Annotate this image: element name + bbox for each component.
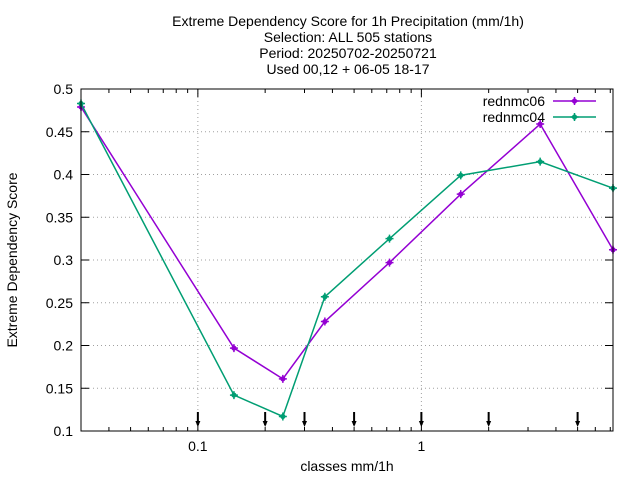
y-axis-label: Extreme Dependency Score <box>4 172 20 347</box>
data-point-cross <box>320 292 329 301</box>
y-tick-label: 0.2 <box>54 338 74 354</box>
data-point-cross <box>536 157 545 166</box>
data-point-cross <box>278 412 287 421</box>
grid <box>81 89 613 431</box>
legend-marker-cross <box>570 97 579 105</box>
x-axis-label: classes mm/1h <box>300 458 393 474</box>
title-line-4: Used 00,12 + 06-05 18-17 <box>266 61 429 77</box>
title-line-2: Selection: ALL 505 stations <box>264 29 432 45</box>
class-marker-head <box>302 421 308 427</box>
x-tick-label: 0.1 <box>188 438 208 454</box>
class-marker-head <box>486 421 492 427</box>
series-line <box>80 106 614 380</box>
y-tick-labels: 0.1 0.15 0.2 0.25 0.3 0.35 0.4 0.45 0.5 <box>46 81 73 439</box>
legend-label: rednmc06 <box>483 93 545 109</box>
chart-title: Extreme Dependency Score for 1h Precipit… <box>172 13 524 77</box>
data-point-cross <box>229 391 238 400</box>
series-rednmc06 <box>77 102 617 383</box>
class-marker-head <box>351 421 357 427</box>
data-point-cross <box>536 120 545 129</box>
y-tick-label: 0.35 <box>46 209 73 225</box>
class-marker-head <box>262 421 268 427</box>
y-tick-label: 0.3 <box>54 252 74 268</box>
title-line-1: Extreme Dependency Score for 1h Precipit… <box>172 13 524 29</box>
y-tick-label: 0.25 <box>46 295 73 311</box>
class-markers <box>195 412 581 427</box>
y-tick-label: 0.1 <box>54 423 74 439</box>
y-tick-label: 0.4 <box>54 167 74 183</box>
data-point-cross <box>456 190 465 199</box>
class-marker-head <box>575 421 581 427</box>
data-point-cross <box>385 258 394 267</box>
data-point-cross <box>456 171 465 180</box>
y-tick-label: 0.5 <box>54 81 74 97</box>
legend-label: rednmc04 <box>483 109 545 125</box>
title-line-3: Period: 20250702-20250721 <box>259 45 437 61</box>
x-tick-label: 1 <box>417 438 425 454</box>
series-line <box>80 103 614 418</box>
axis-ticks <box>81 88 613 432</box>
data-point-cross <box>320 317 329 326</box>
x-tick-labels: 0.1 1 <box>188 438 425 454</box>
legend-marker-cross <box>570 113 579 121</box>
data-point-cross <box>385 234 394 243</box>
data-point-cross <box>229 344 238 353</box>
y-tick-label: 0.45 <box>46 124 73 140</box>
data-point-cross <box>278 374 287 383</box>
series <box>77 99 617 421</box>
y-tick-label: 0.15 <box>46 380 73 396</box>
